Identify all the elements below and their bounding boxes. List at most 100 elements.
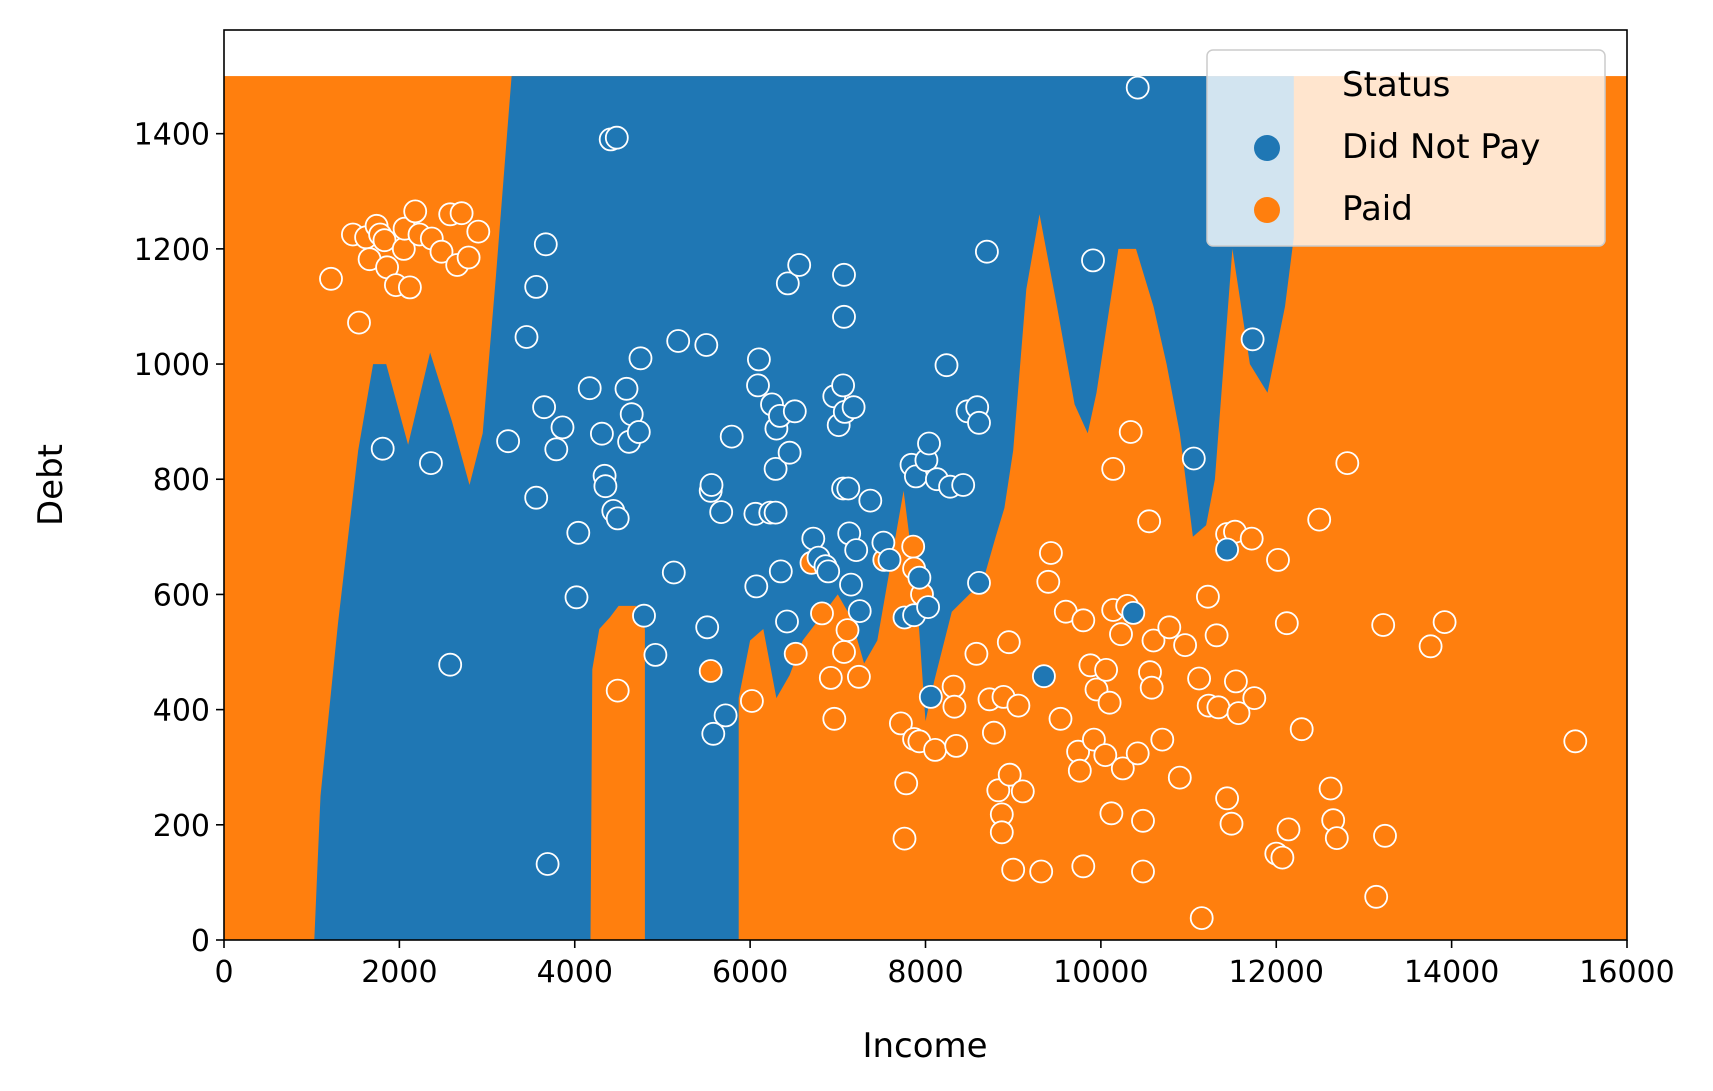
point-did-not-pay-42: [747, 347, 771, 372]
point-paid-2: [347, 310, 371, 335]
point-did-not-pay-94: [1081, 248, 1105, 273]
point-paid-120: [1432, 610, 1457, 634]
point-paid-31: [835, 618, 860, 642]
point-did-not-pay-90: [967, 571, 991, 595]
point-paid-99: [1219, 811, 1244, 836]
point-did-not-pay-71: [847, 599, 872, 623]
point-did-not-pay-21: [605, 506, 630, 531]
point-paid-65: [1071, 608, 1096, 633]
point-did-not-pay-92: [975, 239, 999, 264]
point-paid-53: [996, 630, 1021, 655]
point-paid-77: [1110, 756, 1135, 781]
legend-title: Status: [1342, 65, 1450, 105]
point-paid-58: [1029, 859, 1054, 884]
point-did-not-pay-14: [577, 376, 602, 401]
point-did-not-pay-85: [934, 353, 959, 378]
point-paid-73: [1099, 801, 1124, 826]
point-paid-55: [1001, 857, 1026, 882]
point-did-not-pay-9: [535, 852, 560, 876]
x-tick-label: 2000: [361, 955, 437, 990]
point-did-not-pay-45: [763, 456, 788, 481]
point-paid-88: [1157, 615, 1182, 640]
point-paid-93: [1196, 584, 1220, 609]
point-did-not-pay-5: [524, 274, 549, 299]
point-paid-80: [1125, 741, 1150, 766]
point-did-not-pay-8: [533, 232, 558, 257]
point-paid-44: [942, 694, 967, 719]
point-did-not-pay-63: [832, 304, 856, 329]
point-paid-42: [923, 738, 947, 762]
point-paid-83: [1137, 509, 1161, 534]
legend-marker-did-not-pay: [1254, 135, 1280, 161]
point-did-not-pay-26: [628, 346, 653, 371]
point-did-not-pay-11: [550, 415, 575, 440]
point-paid-0: [319, 266, 343, 291]
point-paid-102: [1226, 701, 1251, 725]
point-paid-66: [1071, 854, 1096, 879]
point-did-not-pay-66: [836, 476, 861, 501]
point-paid-90: [1173, 633, 1197, 657]
point-paid-57: [1010, 779, 1035, 804]
point-paid-46: [964, 641, 989, 666]
point-did-not-pay-64: [832, 262, 856, 287]
point-paid-101: [1224, 669, 1248, 694]
point-did-not-pay-72: [858, 488, 883, 513]
point-paid-23: [698, 659, 723, 683]
point-paid-45: [944, 734, 969, 758]
point-paid-117: [1371, 613, 1396, 637]
point-paid-114: [1324, 826, 1349, 850]
point-did-not-pay-22: [614, 376, 639, 401]
y-tick-label: 600: [153, 578, 210, 613]
y-tick-label: 1200: [134, 233, 210, 268]
x-tick-label: 12000: [1229, 955, 1324, 990]
point-paid-64: [1067, 758, 1092, 783]
point-paid-24: [740, 689, 764, 713]
point-paid-121: [1563, 729, 1588, 754]
point-paid-72: [1097, 690, 1122, 715]
point-paid-70: [1093, 743, 1118, 767]
point-did-not-pay-91: [967, 410, 991, 435]
point-did-not-pay-31: [694, 333, 719, 357]
point-paid-54: [997, 762, 1022, 787]
point-paid-96: [1206, 695, 1231, 720]
x-tick-label: 8000: [887, 955, 963, 990]
point-paid-111: [1307, 507, 1332, 532]
point-paid-19: [449, 201, 474, 226]
point-paid-85: [1139, 675, 1164, 700]
y-tick-label: 400: [153, 694, 210, 729]
point-paid-37: [901, 534, 926, 559]
point-did-not-pay-2: [438, 652, 463, 677]
point-did-not-pay-12: [564, 585, 589, 610]
y-axis-label: Debt: [31, 444, 71, 526]
x-tick-label: 6000: [712, 955, 788, 990]
point-did-not-pay-52: [777, 440, 802, 465]
x-tick-label: 4000: [537, 955, 613, 990]
x-axis-ticks: 0 2000 4000 6000 8000 10000 12000 14000 16000: [214, 940, 1675, 990]
point-paid-112: [1318, 776, 1343, 801]
point-did-not-pay-68: [839, 572, 863, 597]
point-paid-22: [605, 678, 630, 703]
point-did-not-pay-98: [1215, 537, 1239, 562]
point-did-not-pay-13: [566, 520, 591, 545]
point-did-not-pay-28: [643, 643, 668, 667]
point-did-not-pay-10: [544, 437, 569, 462]
point-paid-36: [892, 826, 917, 851]
point-paid-87: [1150, 727, 1175, 752]
point-paid-56: [1006, 693, 1031, 718]
point-paid-13: [403, 199, 428, 224]
point-paid-116: [1364, 884, 1389, 909]
point-did-not-pay-70: [844, 538, 869, 562]
point-did-not-pay-7: [532, 395, 556, 420]
point-paid-20: [456, 245, 481, 270]
x-tick-label: 10000: [1053, 955, 1148, 990]
legend-marker-paid: [1254, 197, 1280, 223]
point-did-not-pay-79: [907, 565, 932, 590]
point-paid-108: [1274, 611, 1299, 636]
point-did-not-pay-83: [918, 685, 943, 709]
point-did-not-pay-50: [775, 609, 799, 634]
point-did-not-pay-32: [695, 615, 720, 640]
point-did-not-pay-0: [370, 436, 395, 461]
point-paid-71: [1094, 658, 1118, 682]
point-did-not-pay-95: [1121, 601, 1146, 625]
x-tick-label: 14000: [1404, 955, 1499, 990]
